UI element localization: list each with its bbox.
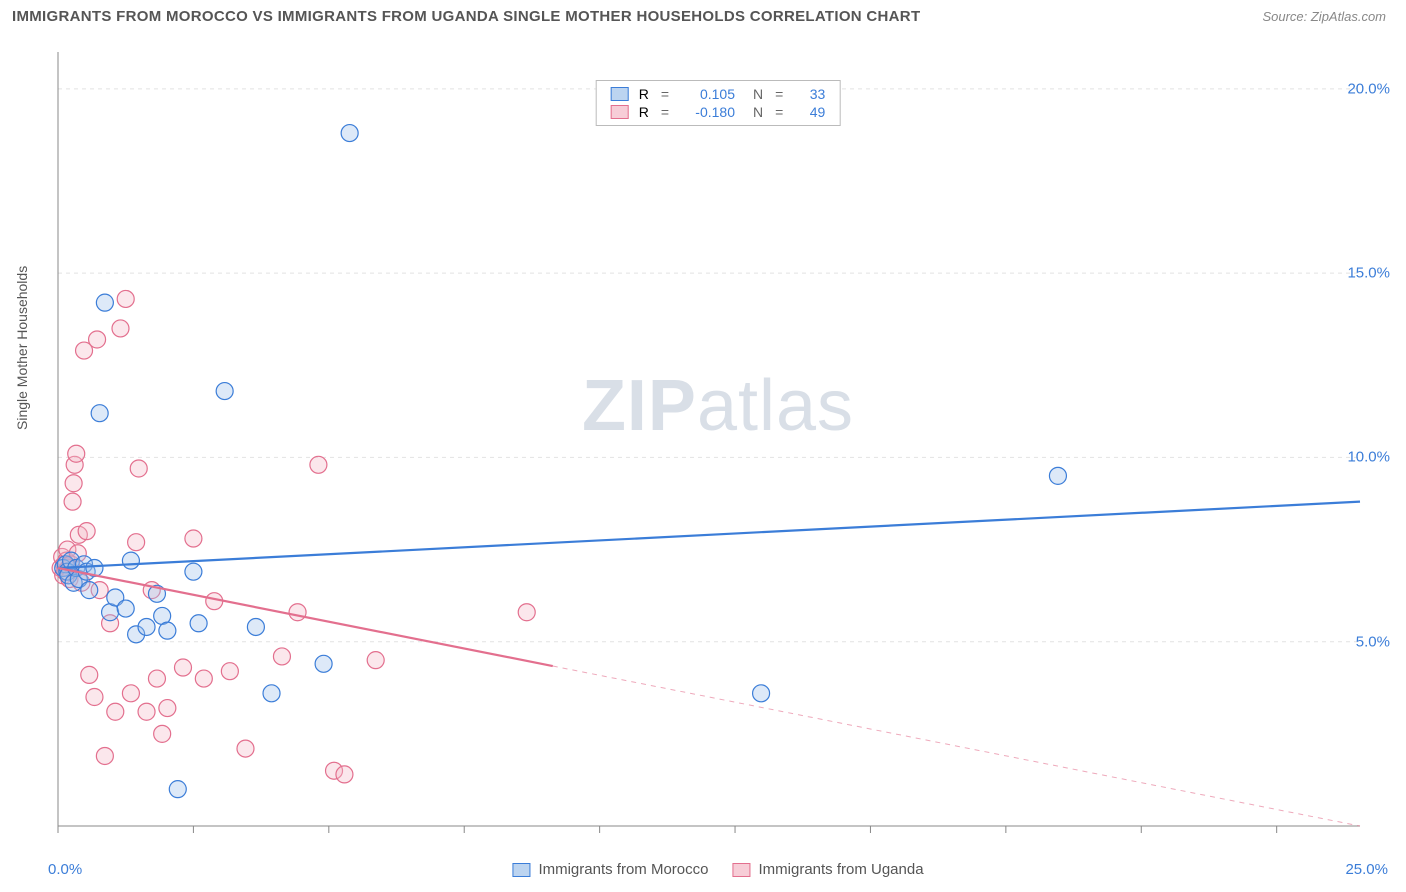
scatter-svg <box>48 38 1388 838</box>
y-tick-label: 5.0% <box>1356 633 1390 650</box>
legend-bottom: 0.0% Immigrants from Morocco Immigrants f… <box>48 861 1388 878</box>
y-tick-label: 20.0% <box>1347 80 1390 97</box>
n-label: N <box>753 86 763 102</box>
r-value: -0.180 <box>681 104 735 120</box>
legend-swatch <box>611 105 629 119</box>
legend-row: R = -0.180 N = 49 <box>611 103 826 121</box>
plot-area: ZIPatlas R=0.105N=33R=-0.180N=49 5.0%10.… <box>48 38 1388 838</box>
x-axis-min-label: 0.0% <box>48 861 82 878</box>
legend-swatch <box>512 863 530 877</box>
r-value: 0.105 <box>681 86 735 102</box>
n-value: 49 <box>795 104 825 120</box>
r-label: R <box>639 104 649 120</box>
equals-sign: = <box>775 86 783 102</box>
legend-swatch <box>611 87 629 101</box>
x-axis-max-label: 25.0% <box>1345 861 1388 878</box>
y-tick-label: 15.0% <box>1347 265 1390 282</box>
legend-correlations: R = 0.105 N = 33 R = -0.180 N = 49 <box>596 80 841 126</box>
y-axis-label: Single Mother Households <box>14 266 30 430</box>
chart-title: IMMIGRANTS FROM MOROCCO VS IMMIGRANTS FR… <box>12 8 920 25</box>
equals-sign: = <box>661 104 669 120</box>
n-value: 33 <box>795 86 825 102</box>
equals-sign: = <box>661 86 669 102</box>
legend-swatch <box>732 863 750 877</box>
n-label: N <box>753 104 763 120</box>
source-label: Source: ZipAtlas.com <box>1262 9 1386 24</box>
legend-item: Immigrants from Uganda <box>732 861 923 878</box>
series-name: Immigrants from Morocco <box>538 861 708 878</box>
r-label: R <box>639 86 649 102</box>
series-name: Immigrants from Uganda <box>758 861 923 878</box>
legend-row: R = 0.105 N = 33 <box>611 85 826 103</box>
y-tick-label: 10.0% <box>1347 449 1390 466</box>
equals-sign: = <box>775 104 783 120</box>
legend-item: Immigrants from Morocco <box>512 861 708 878</box>
